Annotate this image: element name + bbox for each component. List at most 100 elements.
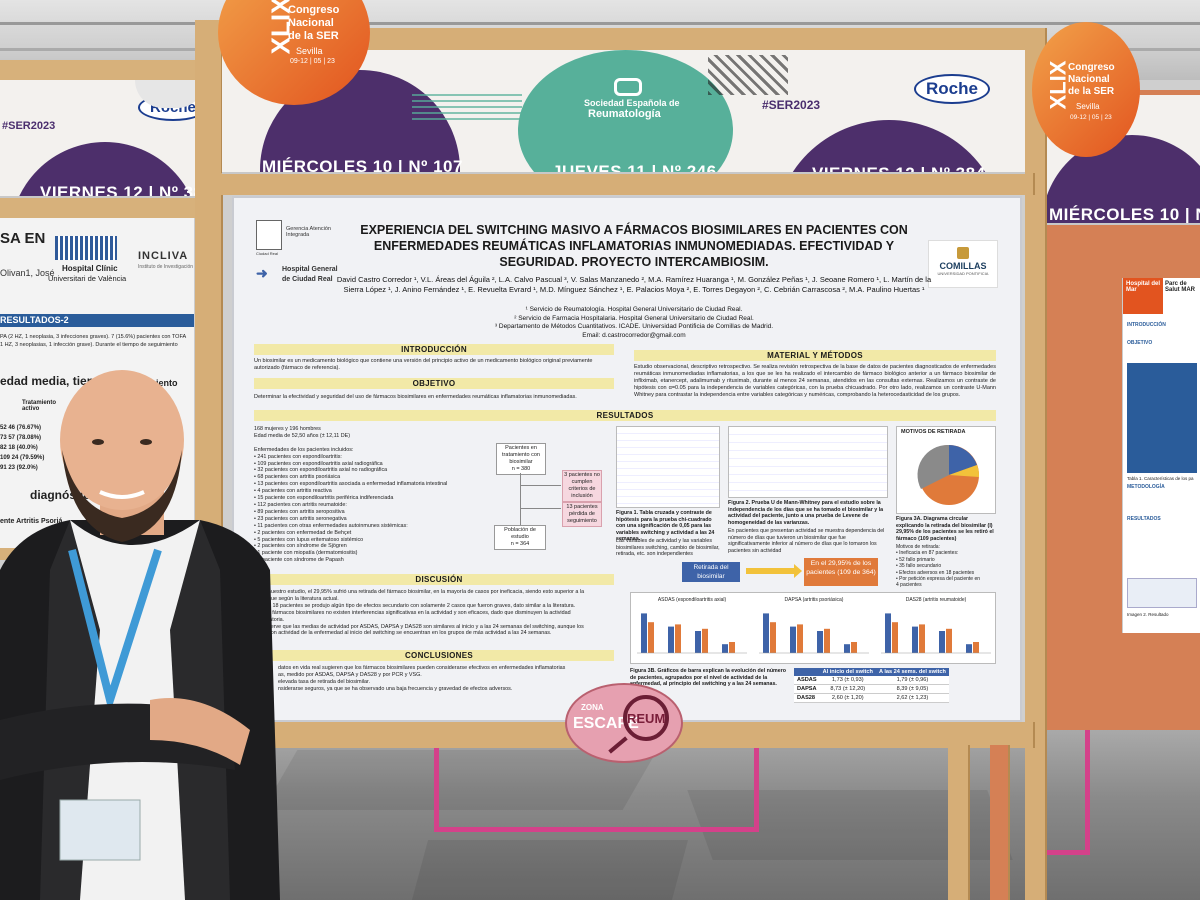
bar [675, 624, 681, 653]
bar [946, 628, 952, 653]
bar [892, 622, 898, 653]
bar-charts-panel: ASDAS (espondiloartritis axial) DAPSA (ar… [630, 592, 996, 664]
results-list: 168 mujeres y 196 hombres Edad media de … [254, 426, 448, 564]
section-methods: MATERIAL Y MÉTODOS [634, 350, 996, 361]
ciudad-real-icon [256, 220, 282, 250]
withdrawal-box: Retirada del biosimilar [682, 562, 740, 582]
left-table-head: Tratamiento activo [22, 400, 57, 412]
right-method: METODOLOGÍA [1127, 484, 1165, 490]
flow-line-h2 [521, 508, 561, 509]
discussion-text: nuestro estudio, el 29,95% sufrió una re… [268, 589, 585, 637]
comillas-logo: COMILLAS UNIVERSIDAD PONTIFICIA [928, 240, 998, 288]
flow-final-box: Población de estudio n = 364 [494, 525, 546, 550]
incliva-sub: Instituto de Investigación [138, 264, 194, 270]
right-objective: OBJETIVO [1127, 340, 1153, 346]
activity-stats-table: Al inicio del switch A las 24 sems. del … [794, 668, 949, 703]
parc-salut-logo: Parc de Salut MAR [1165, 281, 1195, 293]
magnifier-icon [623, 695, 669, 741]
presenter-person [0, 370, 280, 900]
comillas-crest-icon [957, 247, 969, 259]
right-intro: INTRODUCCIÓN [1127, 322, 1166, 328]
left-poster-heading: SA EN [0, 230, 46, 247]
bar [844, 644, 850, 653]
wave-decoration [412, 90, 522, 120]
bar [648, 622, 654, 653]
withdrawal-result: En el 29,95% de los pacientes (109 de 36… [804, 558, 878, 586]
bar [790, 626, 796, 653]
bar [763, 613, 769, 653]
ser-society-line2: Reumatología [588, 108, 661, 120]
left-hashtag: #SER2023 [2, 120, 56, 132]
congress-badge-right: XLIX Congreso Nacional de la SER Sevilla… [1032, 22, 1140, 157]
left-banner-label: VIERNES 12 | Nº 385 [40, 183, 198, 198]
pie-slice-grey [917, 444, 949, 489]
leg-far-right [990, 745, 1010, 900]
left-table-row: 82 18 (40.0%) [0, 445, 38, 451]
figure-2-text: En pacientes que presentan actividad se … [728, 528, 885, 554]
table-row: DAS28 2,60 (± 1,20) 2,62 (± 1,23) [794, 693, 949, 703]
right-image-caption: Imagen 2. Resultado [1127, 612, 1169, 617]
methods-text: Estudio observacional, descriptivo retro… [634, 364, 996, 398]
poster-title: EXPERIENCIA DEL SWITCHING MASIVO A FÁRMA… [360, 223, 908, 269]
bar-chart-title: DAS28 (artritis reumatoide) [906, 597, 967, 603]
bar [966, 644, 972, 653]
section-intro: INTRODUCCIÓN [254, 344, 614, 355]
center-hashtag: #SER2023 [762, 98, 821, 112]
bar [702, 628, 708, 653]
bar [885, 613, 891, 653]
conclusions-text: datos en vida real sugieren que los fárm… [278, 665, 566, 692]
figure-1-text: Las variables de actividad y las variabl… [616, 538, 720, 558]
bar-chart-title: DAPSA (artritis psoriásica) [785, 597, 844, 603]
figure-2-caption: Figura 2. Prueba U de Mann-Whitney para … [728, 500, 884, 526]
hospital-clinic-name: Hospital Clínic [62, 264, 118, 273]
bar [770, 622, 776, 653]
right-poster: Hospital del Mar Parc de Salut MAR INTRO… [1122, 278, 1200, 633]
bar [824, 628, 830, 653]
left-results-section: RESULTADOS-2 [0, 314, 194, 327]
flow-line-h1 [521, 485, 561, 486]
center-right-post [1025, 30, 1047, 900]
center-roche-logo: Roche [914, 74, 990, 104]
left-text-1: PA (2 HZ, 1 neoplasia, 3 infecciones gra… [0, 334, 187, 340]
right-image-block [1127, 578, 1197, 608]
ser-society-line1: Sociedad Española de [584, 98, 680, 108]
table-row: DAPSA 8,73 (± 12,20) 8,39 (± 9,05) [794, 684, 949, 694]
withdrawal-pie-chart [917, 444, 980, 505]
hospital-del-mar-logo: Hospital del Mar [1123, 278, 1163, 314]
bar [641, 613, 647, 653]
left-text-4: tamiento [140, 378, 178, 388]
bar-chart-title: ASDAS (espondiloartritis axial) [658, 597, 727, 603]
right-blue-panel [1127, 363, 1197, 473]
hospital-clinic-logo [55, 236, 117, 260]
left-poster-author: Olivan1, José [0, 268, 55, 278]
right-banner-label: MIÉRCOLES 10 | Nº 106 [1049, 205, 1200, 224]
poster-authors: David Castro Corredor ¹, V.L. Áreas del … [336, 275, 932, 294]
center-teal-circle [518, 50, 733, 172]
figure-1-caption: Figura 1. Tabla cruzada y contraste de h… [616, 510, 715, 543]
stripe-decoration [708, 55, 788, 95]
bar [695, 631, 701, 653]
bar [973, 642, 979, 653]
table-row: ASDAS 1,73 (± 0,93) 1,79 (± 0,96) [794, 676, 949, 685]
main-poster: Ciudad Real Gerencia Atención Integrada … [232, 196, 1022, 722]
figure-3a-caption: Figura 3A. Diagrama circular explicando … [896, 516, 994, 542]
left-table-row: 109 24 (79.59%) [0, 455, 45, 461]
section-results: RESULTADOS [254, 410, 996, 421]
pink-frame-back [434, 740, 759, 832]
center-top-rail [195, 28, 1047, 50]
bar [912, 626, 918, 653]
right-results: RESULTADOS [1127, 516, 1161, 522]
hospital-arrow-icon: ➜ [256, 265, 268, 281]
figure-1-table [616, 426, 720, 508]
leg-right [948, 745, 970, 900]
left-banner: VIERNES 12 | Nº 385 #SER2023 Roche [0, 80, 198, 198]
escape-room-sticker: ZONA ESCAPE REUM [565, 683, 683, 763]
section-conclusions: CONCLUSIONES [264, 650, 614, 661]
bar [851, 642, 857, 653]
figure-3a-pie: MOTIVOS DE RETIRADA [896, 426, 996, 514]
ser-logo-icon [614, 78, 642, 96]
poster-affiliations: ¹ Servicio de Reumatología. Hospital Gen… [494, 306, 774, 339]
bar [817, 631, 823, 653]
bar [729, 642, 735, 653]
arrow-right-icon [746, 568, 796, 574]
